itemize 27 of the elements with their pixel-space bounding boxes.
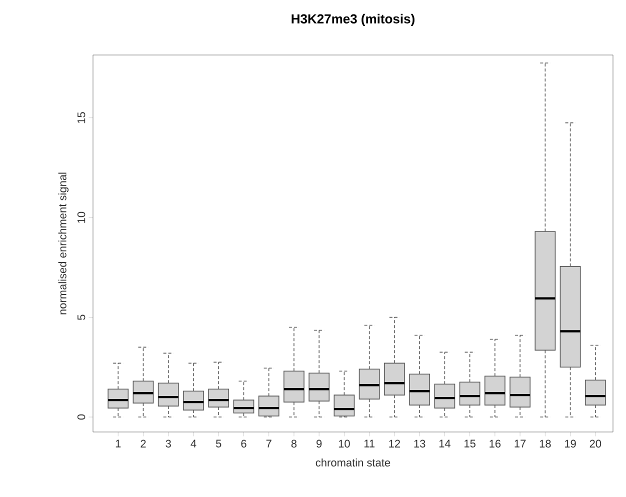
- x-tick-label: 2: [140, 440, 146, 448]
- x-tick-label: 4: [190, 440, 196, 448]
- x-tick-label: 1: [116, 440, 121, 448]
- y-tick-label: 15: [78, 112, 86, 124]
- x-tick-label: 15: [464, 440, 476, 448]
- x-tick-label: 14: [439, 440, 450, 448]
- y-axis-title: normalised enrichment signal: [58, 172, 69, 314]
- x-tick-label: 9: [316, 440, 322, 448]
- y-tick-label: 0: [77, 414, 86, 420]
- x-tick-label: 18: [540, 440, 551, 448]
- x-tick-label: 16: [490, 440, 501, 448]
- x-tick-label: 8: [291, 440, 297, 448]
- x-tick-label: 17: [514, 440, 526, 448]
- x-tick-label: 5: [216, 440, 222, 448]
- x-axis-title: chromatin state: [316, 458, 390, 467]
- x-tick-label: 13: [414, 440, 426, 448]
- x-tick-label: 6: [241, 440, 246, 448]
- x-tick-label: 10: [338, 440, 350, 448]
- x-tick-label: 19: [565, 440, 576, 448]
- x-tick-label: 3: [166, 440, 171, 448]
- x-tick-label: 12: [389, 440, 400, 448]
- x-tick-label: 20: [590, 440, 602, 448]
- x-tick-label: 11: [364, 440, 375, 448]
- x-tick-label: 7: [266, 440, 272, 448]
- y-tick-label: 5: [78, 314, 86, 320]
- chart-title: H3K27me3 (mitosis): [292, 14, 414, 26]
- y-tick-label: 10: [77, 212, 86, 223]
